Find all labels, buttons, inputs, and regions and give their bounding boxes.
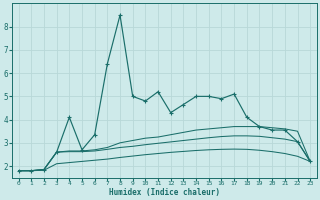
X-axis label: Humidex (Indice chaleur): Humidex (Indice chaleur) (109, 188, 220, 197)
